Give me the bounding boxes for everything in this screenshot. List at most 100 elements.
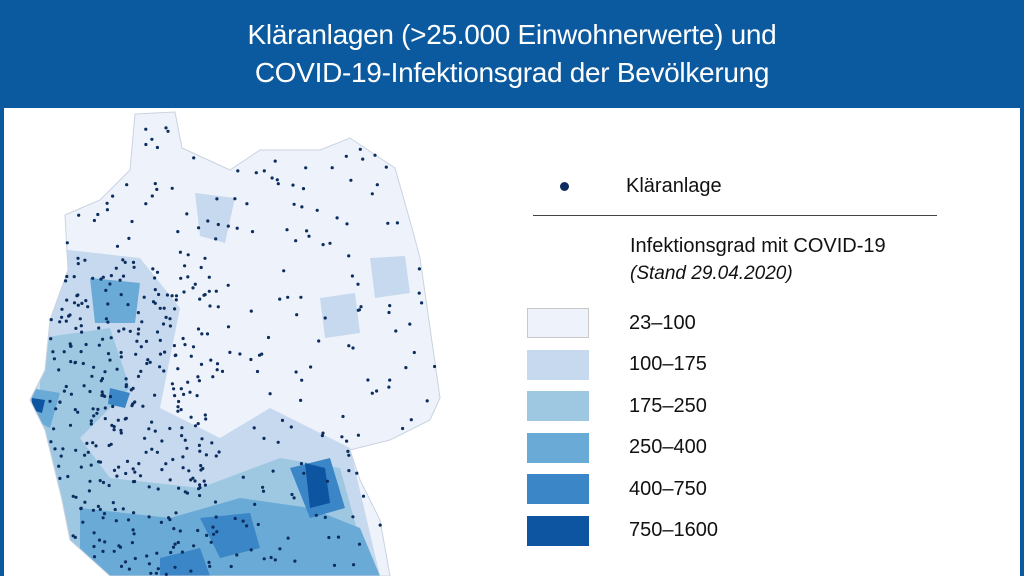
treatment-plant-point [186,253,190,257]
treatment-plant-point [180,426,184,430]
treatment-plant-point [205,332,210,336]
treatment-plant-point [125,459,130,463]
treatment-plant-point [189,354,193,358]
treatment-plant-point [162,306,166,310]
treatment-plant-point [387,310,391,315]
treatment-plant-point [98,479,102,483]
treatment-plant-point [84,299,88,303]
treatment-plant-point [214,289,218,293]
treatment-plant-point [150,420,154,424]
legend-swatch [527,308,589,338]
treatment-plant-point [85,441,89,445]
treatment-plant-point [111,501,115,505]
treatment-plant-point [271,469,275,473]
treatment-plant-point [185,212,189,216]
treatment-plant-point [384,165,388,169]
treatment-plant-point [203,483,207,487]
treatment-plant-point [115,474,119,478]
treatment-plant-point [250,230,255,234]
treatment-plant-point [119,355,123,359]
treatment-plant-point [65,298,69,302]
treatment-plant-point [99,277,103,281]
treatment-plant-point [101,549,105,553]
legend-class-label: 175–250 [629,394,707,417]
treatment-plant-point [327,535,331,540]
treatment-plant-point [123,560,128,564]
treatment-plant-point [204,417,208,421]
treatment-plant-point [261,489,266,493]
treatment-plant-point [105,208,109,212]
treatment-plant-point [208,564,212,568]
region-class-5 [108,388,345,576]
treatment-plant-point [131,467,135,471]
treatment-plant-point [215,197,219,201]
treatment-plant-point [138,474,143,478]
treatment-plant-point [92,555,97,559]
legend-class-4: 250–400 [527,432,707,463]
treatment-plant-point [124,383,128,387]
treatment-plant-point [108,358,112,362]
treatment-plant-point [164,315,168,319]
treatment-plant-point [101,516,105,520]
treatment-plant-point [321,431,325,435]
treatment-plant-point [131,528,135,532]
treatment-plant-point [268,392,272,396]
treatment-plant-point [97,460,101,464]
legend-class-label: 250–400 [629,436,707,458]
treatment-plant-point [255,369,260,374]
treatment-plant-point [90,374,94,378]
treatment-plant-point [146,358,150,362]
treatment-plant-point [119,564,124,568]
treatment-plant-point [172,344,176,348]
treatment-plant-point [180,550,184,554]
title-line-1: Kläranlagen (>25.000 Einwohnerwerte) und [247,19,777,50]
treatment-plant-point [77,213,81,217]
treatment-plant-point [420,301,424,305]
treatment-plant-point [104,317,108,321]
treatment-plant-point [191,476,195,480]
treatment-plant-point [386,221,390,225]
treatment-plant-point [199,265,203,270]
treatment-plant-point [309,365,313,369]
treatment-plant-point [79,324,83,328]
treatment-plant-point [136,311,140,315]
treatment-plant-point [196,327,201,331]
treatment-plant-point [158,306,162,310]
legend-class-5: 400–750 [527,474,707,504]
treatment-plant-point [96,212,100,217]
treatment-plant-point [163,350,167,354]
treatment-plant-point [155,330,160,334]
treatment-plant-point [172,387,176,391]
legend-subtitle: (Stand 29.04.2020) [630,263,793,284]
treatment-plant-point [332,563,337,567]
treatment-plant-point [356,282,360,286]
treatment-plant-point [162,369,166,373]
treatment-plant-point [159,520,163,524]
treatment-plant-point [58,476,62,480]
legend-divider [533,215,937,216]
treatment-plant-point [349,178,353,182]
treatment-plant-point [375,183,379,187]
treatment-plant-point [74,448,78,452]
treatment-plant-point [49,337,53,341]
treatment-plant-point [170,294,174,298]
treatment-plant-point [188,390,192,394]
treatment-plant-point [102,512,107,516]
treatment-plant-point [114,266,118,270]
treatment-plant-point [112,549,116,553]
treatment-plant-point [211,525,215,529]
treatment-plant-point [344,154,348,158]
legend-point-entry: Kläranlage [560,175,722,198]
treatment-plant-point [131,260,136,264]
treatment-plant-point [81,520,85,524]
treatment-plant-point [209,540,213,544]
treatment-plant-point [317,339,321,343]
treatment-plant-point [178,250,182,254]
treatment-plant-point [173,307,177,311]
treatment-plant-point [100,377,105,381]
treatment-plant-point [127,236,131,240]
treatment-plant-point [101,337,105,341]
treatment-plant-point [370,391,374,395]
treatment-plant-point [351,515,355,519]
treatment-plant-point [346,449,350,453]
